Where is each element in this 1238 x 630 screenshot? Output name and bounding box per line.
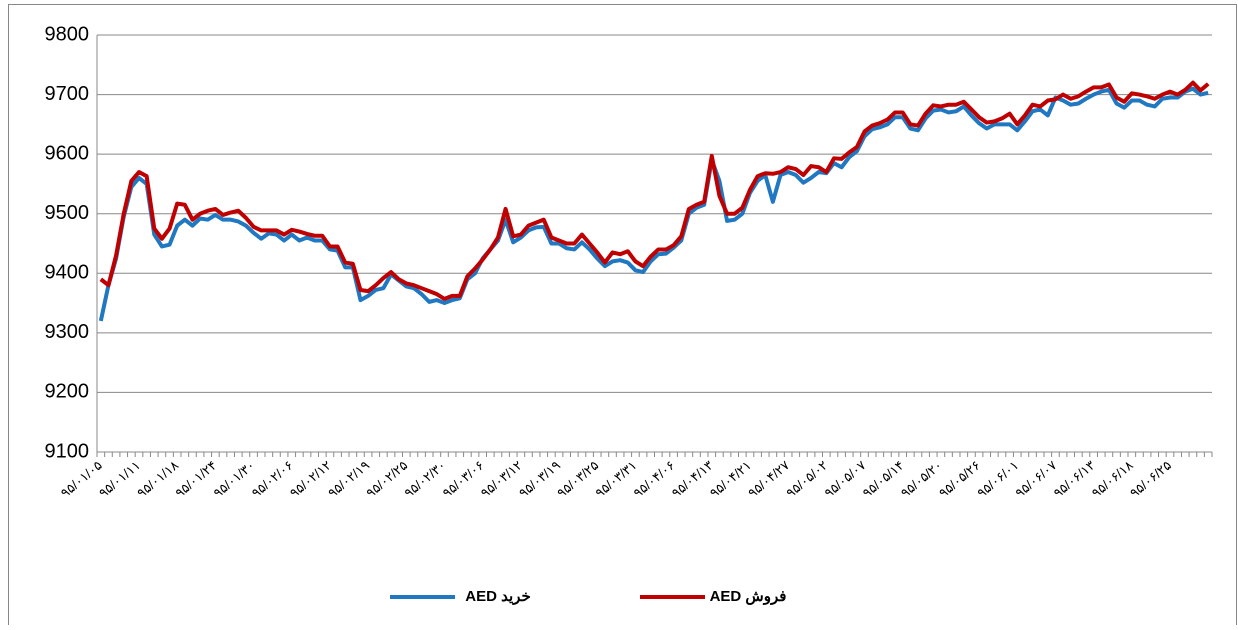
series-line <box>99 80 1210 301</box>
y-tick-label: 9100 <box>45 440 90 462</box>
y-tick-label: 9500 <box>45 202 90 224</box>
y-tick-label: 9700 <box>45 83 90 105</box>
legend-label: خرید AED <box>465 588 530 605</box>
series-line <box>98 86 1209 322</box>
chart-frame <box>8 4 1237 630</box>
y-tick-label: 9300 <box>45 321 90 343</box>
y-tick-label: 9400 <box>45 262 90 284</box>
legend-label: فروش AED <box>710 588 787 605</box>
y-tick-label: 9800 <box>45 23 90 45</box>
y-tick-label: 9600 <box>45 142 90 164</box>
y-tick-label: 9200 <box>45 381 90 403</box>
